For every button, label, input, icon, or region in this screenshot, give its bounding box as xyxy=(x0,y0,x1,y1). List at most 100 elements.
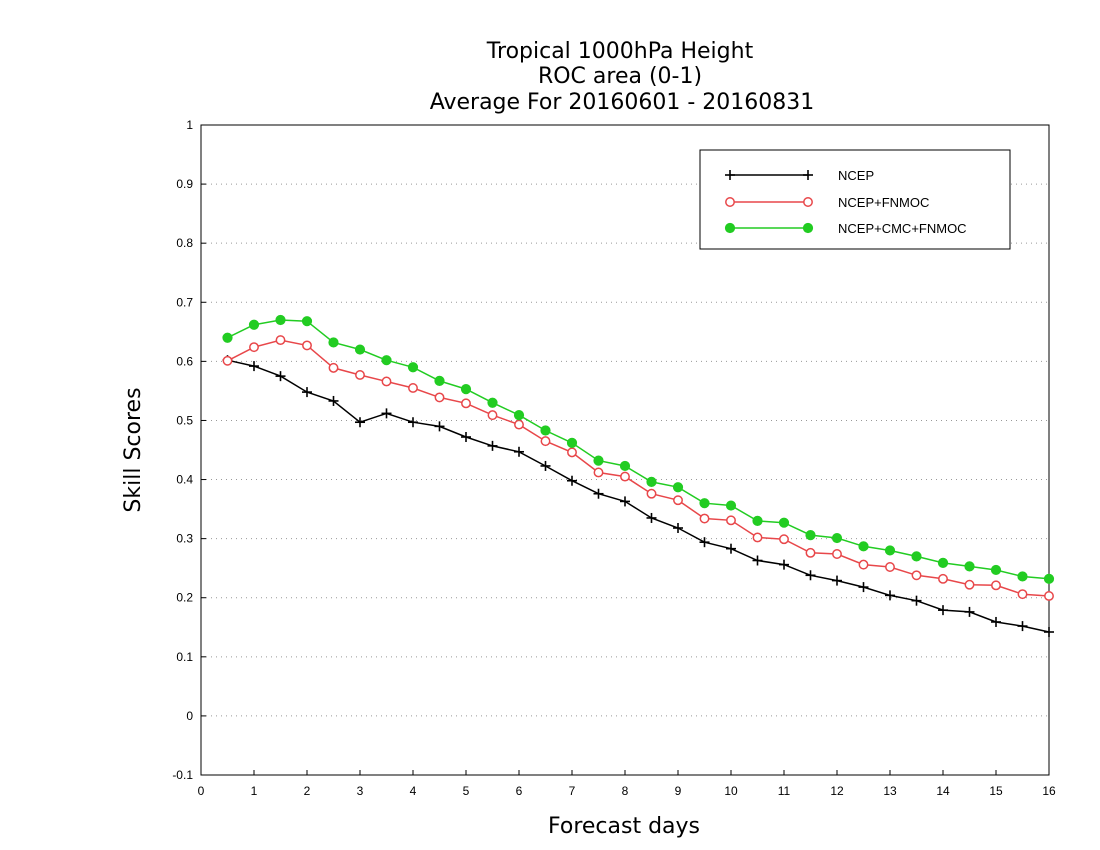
data-point-ncep xyxy=(461,432,471,442)
series-line-ncep xyxy=(227,359,1050,633)
data-point-ncep-fnmoc xyxy=(249,342,259,353)
data-point-ncep-cmc-fnmoc xyxy=(964,561,975,572)
y-axis-label: Skill Scores xyxy=(121,387,146,512)
data-point-ncep-cmc-fnmoc xyxy=(937,557,949,568)
legend-marker xyxy=(725,197,735,207)
series-line-ncep-fnmoc xyxy=(227,339,1050,597)
data-point-ncep xyxy=(567,475,577,486)
legend-marker xyxy=(724,222,736,234)
x-tick-label: 16 xyxy=(1042,784,1056,798)
x-tick-label: 0 xyxy=(198,784,205,798)
data-point-ncep-fnmoc xyxy=(275,335,286,346)
y-tick-label: 0.9 xyxy=(176,177,193,191)
x-tick-label: 14 xyxy=(936,784,950,798)
data-point-ncep-fnmoc xyxy=(620,471,630,482)
data-point-ncep-cmc-fnmoc xyxy=(434,375,445,386)
legend-marker xyxy=(802,222,814,234)
data-point-ncep-cmc-fnmoc xyxy=(884,545,896,556)
x-tick-label: 6 xyxy=(516,784,523,798)
data-point-ncep-cmc-fnmoc xyxy=(858,541,869,552)
data-point-ncep-fnmoc xyxy=(805,547,816,558)
data-point-ncep xyxy=(249,361,259,372)
legend: NCEP NCEP+FNMOC NCEP+CMC+FNMOC xyxy=(699,149,1011,250)
data-point-ncep xyxy=(726,543,736,554)
data-point-ncep-cmc-fnmoc xyxy=(248,319,260,330)
series-line-ncep-cmc-fnmoc xyxy=(227,319,1050,580)
data-point-ncep-fnmoc xyxy=(699,513,710,524)
legend-marker xyxy=(803,197,813,207)
legend-entries: NCEP NCEP+FNMOC NCEP+CMC+FNMOC xyxy=(724,168,967,236)
series-ncep-cmc-fnmoc xyxy=(222,314,1055,584)
data-point-ncep xyxy=(434,421,445,432)
y-tick-label: 0 xyxy=(186,709,193,723)
data-point-ncep-fnmoc xyxy=(461,398,471,409)
x-tick-label: 15 xyxy=(989,784,1003,798)
x-tick-label: 8 xyxy=(622,784,629,798)
y-tick-label: 0.1 xyxy=(176,650,193,664)
data-point-ncep-cmc-fnmoc xyxy=(990,564,1002,576)
data-point-ncep-fnmoc xyxy=(487,410,498,421)
data-point-ncep-fnmoc xyxy=(593,467,604,478)
legend-label-ncep-cmc-fnmoc: NCEP+CMC+FNMOC xyxy=(838,221,967,236)
data-point-ncep xyxy=(381,408,392,419)
data-point-ncep-fnmoc xyxy=(938,573,948,584)
x-tick-label: 5 xyxy=(463,784,470,798)
x-tick-label: 4 xyxy=(410,784,417,798)
data-point-ncep xyxy=(1017,621,1028,632)
x-tick-label: 2 xyxy=(304,784,311,798)
legend-label-ncep: NCEP xyxy=(838,168,874,183)
data-point-ncep-cmc-fnmoc xyxy=(593,455,604,466)
data-point-ncep-cmc-fnmoc xyxy=(540,425,551,436)
x-tick-label: 12 xyxy=(830,784,844,798)
data-point-ncep-fnmoc xyxy=(1017,589,1028,600)
data-point-ncep-fnmoc xyxy=(540,436,551,447)
series-ncep-fnmoc xyxy=(222,335,1054,601)
data-point-ncep xyxy=(646,512,657,523)
legend-item-ncep-cmc-fnmoc: NCEP+CMC+FNMOC xyxy=(724,221,967,236)
data-point-ncep-cmc-fnmoc xyxy=(354,344,366,355)
legend-item-ncep: NCEP xyxy=(725,168,874,183)
y-tick-label: 0.4 xyxy=(176,473,193,487)
legend-marker xyxy=(725,170,735,180)
data-point-ncep-fnmoc xyxy=(1044,591,1054,601)
data-point-ncep xyxy=(779,559,789,570)
data-point-ncep-fnmoc xyxy=(964,579,975,590)
data-point-ncep-fnmoc xyxy=(302,340,312,351)
data-point-ncep xyxy=(302,387,312,398)
y-tick-label: 0.3 xyxy=(176,532,193,546)
data-point-ncep xyxy=(1044,627,1054,637)
chart-title-line-1: Tropical 1000hPa Height xyxy=(486,39,754,64)
data-point-ncep-cmc-fnmoc xyxy=(805,529,816,541)
data-point-ncep xyxy=(620,496,630,507)
data-point-ncep-fnmoc xyxy=(832,549,842,559)
series-ncep xyxy=(222,355,1054,637)
data-point-ncep-cmc-fnmoc xyxy=(911,551,922,562)
x-tick-label: 10 xyxy=(724,784,738,798)
data-point-ncep xyxy=(514,446,524,457)
data-point-ncep xyxy=(275,371,286,382)
data-point-ncep-fnmoc xyxy=(328,362,339,373)
x-tick-label: 9 xyxy=(675,784,682,798)
data-point-ncep xyxy=(885,590,895,601)
data-point-ncep xyxy=(355,417,365,428)
data-point-ncep-fnmoc xyxy=(355,370,365,380)
data-point-ncep-fnmoc xyxy=(911,570,922,581)
data-point-ncep-fnmoc xyxy=(885,562,895,572)
data-point-ncep xyxy=(938,605,948,616)
data-point-ncep-cmc-fnmoc xyxy=(619,460,631,472)
data-point-ncep-fnmoc xyxy=(567,447,577,458)
data-point-ncep xyxy=(673,523,683,533)
legend-label-ncep-fnmoc: NCEP+FNMOC xyxy=(838,195,929,210)
data-point-ncep xyxy=(328,395,339,406)
data-point-ncep-fnmoc xyxy=(646,488,657,499)
data-point-ncep-cmc-fnmoc xyxy=(328,337,339,348)
data-point-ncep-cmc-fnmoc xyxy=(752,515,763,527)
y-tick-label: 0.8 xyxy=(176,236,193,250)
data-point-ncep-cmc-fnmoc xyxy=(1043,573,1055,584)
data-point-ncep-fnmoc xyxy=(673,495,683,506)
y-tick-label: -0.1 xyxy=(172,768,193,782)
data-point-ncep-fnmoc xyxy=(991,580,1001,591)
y-tick-label: 0.5 xyxy=(176,413,193,427)
y-tick-label: 0.7 xyxy=(176,295,193,309)
data-point-ncep-fnmoc xyxy=(381,376,392,387)
